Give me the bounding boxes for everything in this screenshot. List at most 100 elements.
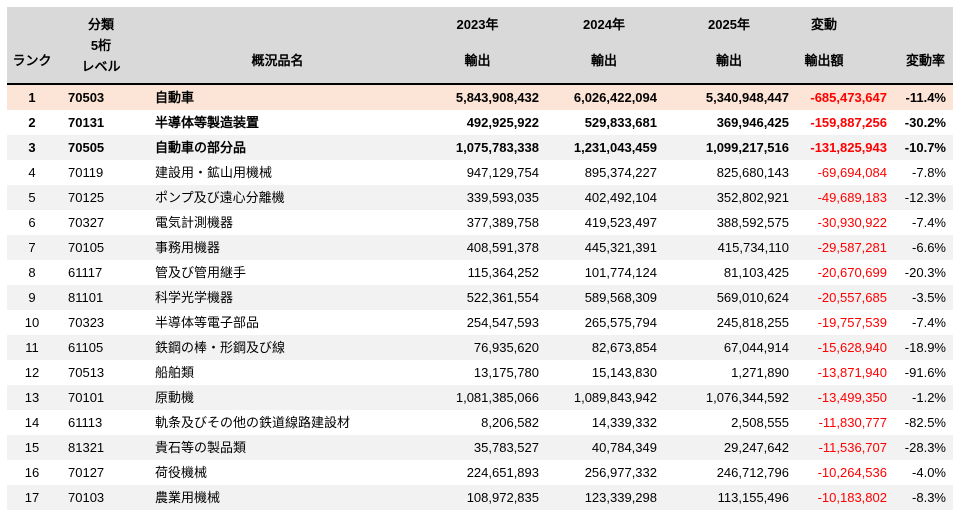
cell-change-amount[interactable]: -19,757,539 (817, 315, 887, 330)
cell-export-2025[interactable]: 246,712,796 (716, 465, 789, 480)
cell-code[interactable]: 81321 (68, 440, 105, 455)
cell-export-2023[interactable]: 8,206,582 (481, 415, 539, 430)
cell-code[interactable]: 70127 (68, 465, 105, 480)
cell-export-2025[interactable]: 1,076,344,592 (705, 390, 789, 405)
cell-rank[interactable]: 3 (28, 140, 36, 155)
cell-rank[interactable]: 15 (24, 440, 40, 455)
cell-export-2024[interactable]: 1,089,843,942 (573, 390, 657, 405)
cell-rank[interactable]: 2 (28, 115, 36, 130)
cell-export-2023[interactable]: 377,389,758 (466, 215, 539, 230)
cell-export-2025[interactable]: 369,946,425 (716, 115, 789, 130)
cell-export-2024[interactable]: 15,143,830 (591, 365, 657, 380)
cell-product-name[interactable]: 船舶類 (155, 365, 195, 380)
cell-product-name[interactable]: 鉄鋼の棒・形鋼及び線 (155, 340, 286, 355)
cell-change-rate[interactable]: -12.3% (904, 190, 946, 205)
cell-product-name[interactable]: 電気計測機器 (155, 215, 234, 230)
cell-export-2023[interactable]: 522,361,554 (466, 290, 539, 305)
cell-product-name[interactable]: ポンプ及び遠心分離機 (155, 190, 285, 205)
cell-export-2024[interactable]: 14,339,332 (591, 415, 657, 430)
cell-change-rate[interactable]: -4.0% (912, 465, 946, 480)
cell-rank[interactable]: 1 (28, 90, 36, 105)
cell-export-2023[interactable]: 76,935,620 (473, 340, 539, 355)
cell-export-2024[interactable]: 265,575,794 (584, 315, 657, 330)
cell-product-name[interactable]: 建設用・鉱山用機械 (155, 165, 273, 180)
table-row[interactable]: 3 70505 自動車の部分品 1,075,783,338 1,231,043,459 1… (7, 135, 953, 160)
cell-export-2023[interactable]: 115,364,252 (467, 265, 539, 280)
cell-change-rate[interactable]: -20.3% (904, 265, 946, 280)
cell-product-name[interactable]: 貴石等の製品類 (155, 440, 247, 455)
cell-export-2025[interactable]: 1,099,217,516 (705, 140, 789, 155)
cell-export-2024[interactable]: 445,321,391 (584, 240, 657, 255)
cell-export-2023[interactable]: 35,783,527 (473, 440, 539, 455)
cell-code[interactable]: 70105 (68, 240, 105, 255)
cell-change-amount[interactable]: -11,536,707 (818, 440, 887, 455)
cell-product-name[interactable]: 事務用機器 (155, 240, 221, 255)
cell-export-2024[interactable]: 529,833,681 (584, 115, 657, 130)
cell-export-2024[interactable]: 40,784,349 (591, 440, 657, 455)
cell-change-rate[interactable]: -7.8% (912, 165, 946, 180)
cell-code[interactable]: 70513 (68, 365, 105, 380)
table-row[interactable]: 7 70105 事務用機器 408,591,378 445,321,391 415,734… (7, 235, 953, 260)
cell-product-name[interactable]: 原動機 (155, 390, 195, 405)
table-row[interactable]: 2 70131 半導体等製造装置 492,925,922 529,833,681 369,… (7, 110, 953, 135)
cell-change-rate[interactable]: -6.6% (912, 240, 946, 255)
cell-change-amount[interactable]: -30,930,922 (817, 215, 887, 230)
cell-code[interactable]: 70327 (68, 215, 105, 230)
cell-code[interactable]: 70119 (68, 165, 104, 180)
cell-change-rate[interactable]: -10.7% (904, 140, 946, 155)
cell-export-2024[interactable]: 256,977,332 (584, 465, 657, 480)
cell-change-amount[interactable]: -69,694,084 (817, 165, 887, 180)
cell-export-2023[interactable]: 408,591,378 (466, 240, 539, 255)
cell-product-name[interactable]: 軌条及びその他の鉄道線路建設材 (155, 415, 351, 430)
cell-change-rate[interactable]: -18.9% (904, 340, 946, 355)
cell-change-rate[interactable]: -7.4% (912, 315, 946, 330)
cell-change-rate[interactable]: -7.4% (912, 215, 946, 230)
cell-change-amount[interactable]: -49,689,183 (817, 190, 887, 205)
cell-code[interactable]: 70505 (68, 140, 105, 155)
cell-export-2023[interactable]: 1,075,783,338 (455, 140, 539, 155)
cell-code[interactable]: 70503 (68, 90, 105, 105)
cell-rank[interactable]: 17 (24, 490, 40, 505)
table-row[interactable]: 14 61113 軌条及びその他の鉄道線路建設材 8,206,582 14,339,33… (7, 410, 953, 435)
table-row[interactable]: 1 70503 自動車 5,843,908,432 6,026,422,094 5,340… (7, 85, 953, 110)
cell-export-2024[interactable]: 1,231,043,459 (573, 140, 657, 155)
cell-rank[interactable]: 8 (28, 265, 36, 280)
cell-code[interactable]: 61105 (68, 340, 104, 355)
cell-rank[interactable]: 13 (24, 390, 40, 405)
cell-product-name[interactable]: 自動車の部分品 (155, 140, 247, 155)
cell-export-2023[interactable]: 5,843,908,432 (455, 90, 539, 105)
cell-change-amount[interactable]: -29,587,281 (817, 240, 887, 255)
cell-change-rate[interactable]: -11.4% (905, 90, 946, 105)
cell-product-name[interactable]: 管及び管用継手 (155, 265, 247, 280)
cell-change-amount[interactable]: -685,473,647 (810, 90, 887, 105)
cell-change-rate[interactable]: -8.3% (912, 490, 946, 505)
cell-rank[interactable]: 9 (28, 290, 36, 305)
cell-rank[interactable]: 10 (24, 315, 40, 330)
cell-export-2025[interactable]: 825,680,143 (716, 165, 789, 180)
cell-rank[interactable]: 12 (24, 365, 40, 380)
cell-change-rate[interactable]: -1.2% (912, 390, 946, 405)
cell-export-2025[interactable]: 2,508,555 (731, 415, 789, 430)
cell-change-amount[interactable]: -13,871,940 (817, 365, 887, 380)
table-row[interactable]: 13 70101 原動機 1,081,385,066 1,089,843,942 1,07… (7, 385, 953, 410)
table-row[interactable]: 9 81101 科学光学機器 522,361,554 589,568,309 569,01… (7, 285, 953, 310)
cell-code[interactable]: 81101 (68, 290, 104, 305)
cell-code[interactable]: 61117 (68, 265, 103, 280)
cell-export-2025[interactable]: 113,155,496 (717, 490, 789, 505)
cell-code[interactable]: 70125 (68, 190, 105, 205)
cell-code[interactable]: 70103 (68, 490, 105, 505)
cell-change-amount[interactable]: -20,557,685 (817, 290, 887, 305)
cell-product-name[interactable]: 半導体等電子部品 (155, 315, 260, 330)
cell-code[interactable]: 70323 (68, 315, 105, 330)
cell-export-2025[interactable]: 352,802,921 (716, 190, 789, 205)
cell-change-rate[interactable]: -30.2% (904, 115, 946, 130)
cell-change-amount[interactable]: -13,499,350 (817, 390, 887, 405)
cell-rank[interactable]: 4 (28, 165, 36, 180)
cell-rank[interactable]: 6 (28, 215, 36, 230)
table-row[interactable]: 5 70125 ポンプ及び遠心分離機 339,593,035 402,492,104 35… (7, 185, 953, 210)
cell-export-2023[interactable]: 339,593,035 (466, 190, 539, 205)
cell-export-2024[interactable]: 419,523,497 (584, 215, 657, 230)
cell-export-2024[interactable]: 589,568,309 (584, 290, 657, 305)
table-row[interactable]: 16 70127 荷役機械 224,651,893 256,977,332 246,712… (7, 460, 953, 485)
cell-change-amount[interactable]: -10,264,536 (817, 465, 887, 480)
